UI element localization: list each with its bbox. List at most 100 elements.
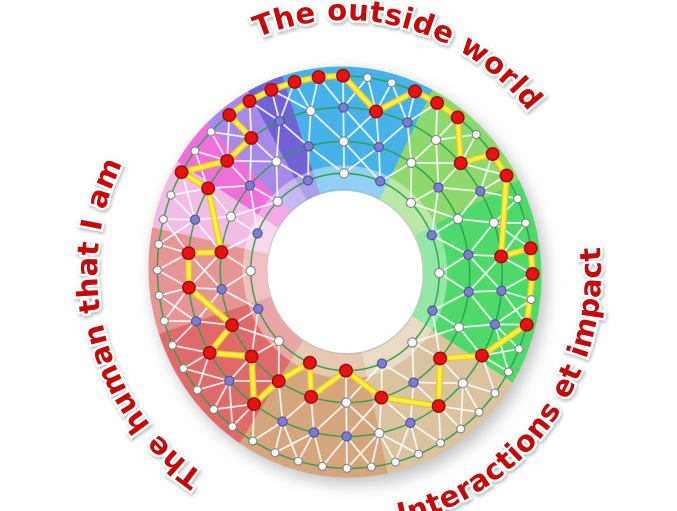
purple-node <box>475 186 486 197</box>
red-node <box>271 374 286 389</box>
white-node <box>206 127 216 137</box>
sector-red <box>158 296 303 444</box>
white-node <box>456 424 466 434</box>
sector-violet <box>247 75 320 200</box>
red-node <box>246 397 261 412</box>
red-node <box>433 351 448 366</box>
inner-highlight-band <box>242 165 448 379</box>
donut-layer <box>148 66 542 478</box>
white-node <box>374 428 385 439</box>
white-node <box>474 407 484 417</box>
red-node <box>244 131 259 145</box>
red-node <box>202 345 217 360</box>
white-node <box>293 456 303 466</box>
purple-node <box>373 141 385 153</box>
white-node <box>526 295 536 305</box>
white-node <box>338 136 349 147</box>
white-node <box>209 404 219 414</box>
red-node <box>523 241 538 256</box>
red-node <box>181 280 196 295</box>
red-node <box>430 96 445 110</box>
white-node <box>406 157 417 169</box>
purple-node <box>426 229 437 241</box>
white-node <box>503 367 513 377</box>
white-node <box>272 196 283 207</box>
red-node <box>374 390 389 405</box>
white-node <box>227 422 237 432</box>
white-node <box>514 344 524 354</box>
purple-node <box>489 319 501 330</box>
white-node <box>166 190 176 200</box>
red-node <box>519 317 534 332</box>
white-node <box>245 265 256 277</box>
red-node <box>181 246 196 261</box>
white-node <box>405 197 417 209</box>
purple-node <box>402 117 413 128</box>
purple-node <box>405 417 416 429</box>
purple-node <box>302 175 314 186</box>
white-node <box>248 436 258 446</box>
white-node <box>407 337 418 348</box>
red-node <box>244 349 259 364</box>
white-node <box>390 457 400 467</box>
purple-node <box>308 427 320 438</box>
red-node <box>408 84 422 99</box>
purple-node <box>376 358 388 369</box>
purple-node <box>244 180 256 191</box>
purple-node <box>252 228 263 239</box>
red-node <box>220 153 235 168</box>
red-node <box>431 399 446 413</box>
white-node <box>152 265 162 275</box>
red-node <box>525 266 540 281</box>
white-node <box>490 388 500 398</box>
white-node <box>521 218 531 228</box>
donut-hole <box>267 190 423 354</box>
red-node <box>174 165 189 180</box>
purple-node <box>408 377 419 388</box>
red-node <box>287 74 302 89</box>
red-node <box>304 389 319 404</box>
red-node <box>450 110 465 125</box>
white-node <box>366 462 376 472</box>
white-node <box>178 363 189 374</box>
sector-red-light <box>148 227 271 334</box>
white-node <box>338 168 350 179</box>
purple-node <box>463 286 474 298</box>
red-node <box>264 82 279 97</box>
white-node <box>387 78 397 88</box>
white-node <box>430 134 442 146</box>
purple-node <box>341 431 352 442</box>
red-node <box>336 68 351 83</box>
white-node <box>341 397 352 408</box>
white-node <box>190 146 200 156</box>
white-node <box>270 448 280 458</box>
white-node <box>435 438 446 448</box>
white-node <box>457 378 469 389</box>
red-node <box>339 363 353 378</box>
purple-node <box>216 284 227 295</box>
ring-line <box>219 140 471 404</box>
red-node <box>201 181 216 196</box>
white-node <box>434 267 445 279</box>
purple-node <box>463 249 474 260</box>
red-node <box>494 249 509 264</box>
red-node <box>311 70 326 85</box>
purple-node <box>277 416 288 427</box>
purple-node <box>427 305 438 316</box>
white-node <box>452 213 464 225</box>
purple-node <box>274 115 285 127</box>
red-node <box>225 318 240 333</box>
white-node <box>192 385 202 395</box>
red-node <box>474 348 489 363</box>
white-node <box>271 156 282 167</box>
white-node <box>414 449 424 459</box>
ring-line <box>250 172 440 372</box>
white-node <box>305 105 316 116</box>
sector-magenta <box>177 122 290 228</box>
white-node <box>154 291 164 301</box>
red-node <box>242 94 257 108</box>
white-node <box>225 211 237 222</box>
white-node <box>342 463 352 473</box>
red-node <box>302 355 317 370</box>
purple-node <box>303 141 314 152</box>
